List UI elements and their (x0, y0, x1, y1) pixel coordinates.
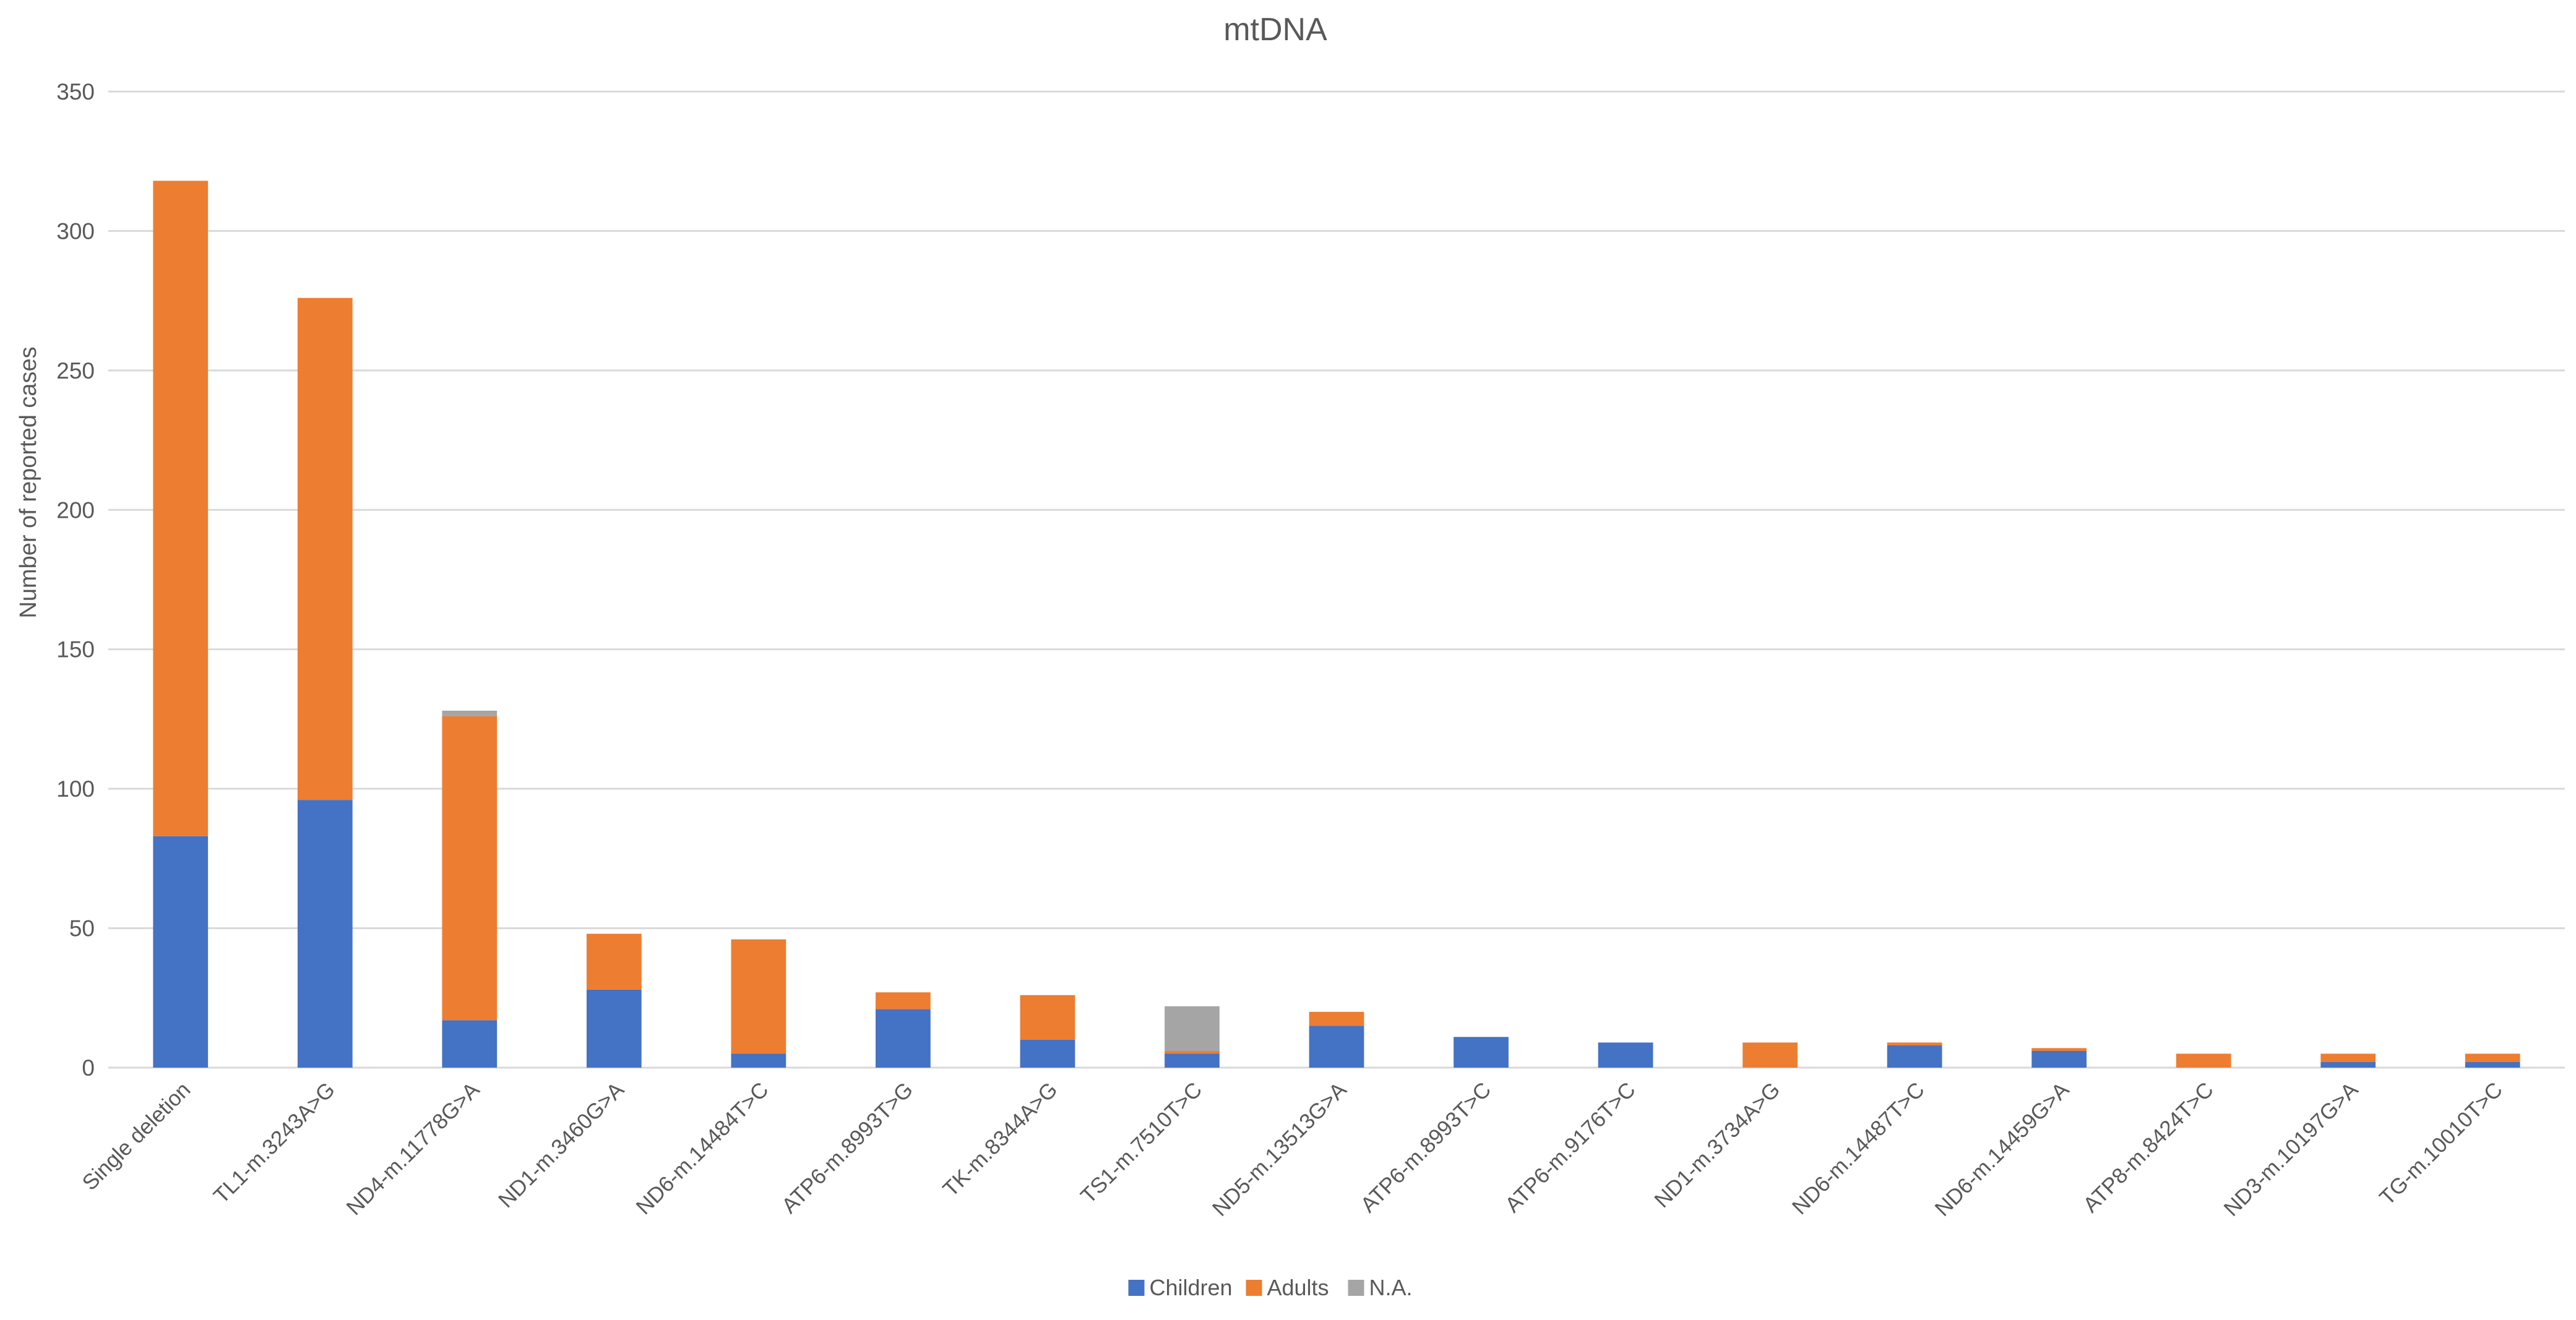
bar-children-9 (1454, 1037, 1509, 1068)
y-tick-label: 0 (82, 1055, 95, 1081)
y-tick-label: 150 (56, 637, 95, 662)
bar-n-a-7 (1165, 1006, 1220, 1051)
x-tick-label: TL1-m.3243A>G (209, 1078, 340, 1208)
bar-adults-13 (2031, 1048, 2087, 1051)
y-axis-ticks: 0 50 100 150 200 250 300 350 (56, 79, 95, 1081)
y-tick-label: 350 (56, 79, 95, 105)
y-axis-title: Number of reported cases (15, 346, 41, 618)
legend-label: Children (1150, 1275, 1233, 1300)
bar-adults-5 (876, 992, 931, 1009)
bar-children-15 (2320, 1061, 2376, 1068)
y-tick-label: 250 (56, 358, 95, 384)
bar-children-2 (442, 1020, 498, 1068)
chart-title: mtDNA (1223, 12, 1327, 48)
bar-children-5 (876, 1009, 931, 1068)
x-tick-label: TS1-m.7510T>C (1076, 1078, 1207, 1208)
y-tick-label: 300 (56, 218, 95, 244)
x-tick-label: Single deletion (77, 1078, 195, 1195)
x-tick-label: ND4-m.11778G>A (342, 1078, 484, 1220)
x-tick-label: ATP6-m.8993T>G (777, 1078, 918, 1218)
bar-children-0 (153, 836, 209, 1068)
bar-adults-1 (297, 298, 353, 800)
x-tick-label: ND1-m.3734A>G (1650, 1078, 1785, 1212)
bar-children-13 (2031, 1050, 2087, 1068)
bar-children-7 (1165, 1053, 1220, 1068)
bar-adults-16 (2465, 1053, 2520, 1062)
bar-n-a-2 (442, 710, 498, 716)
bar-children-12 (1887, 1045, 1942, 1068)
bar-adults-11 (1742, 1042, 1798, 1068)
x-tick-label: ND6-m.14459G>A (1930, 1078, 2074, 1221)
x-tick-label: ND3-m.10197G>A (2220, 1078, 2363, 1221)
bar-children-10 (1598, 1042, 1653, 1068)
bar-adults-3 (586, 933, 642, 990)
x-tick-label: TG-m.10010T>C (2375, 1078, 2507, 1210)
bar-children-3 (586, 989, 642, 1068)
x-tick-label: ND5-m.13513G>A (1208, 1078, 1351, 1221)
bar-adults-0 (153, 181, 209, 836)
bars (153, 181, 2520, 1068)
bar-children-1 (297, 800, 353, 1068)
y-tick-label: 50 (69, 916, 95, 941)
x-tick-label: ATP6-m.8993T>C (1356, 1078, 1496, 1217)
bar-adults-2 (442, 716, 498, 1021)
legend-label: Adults (1267, 1275, 1329, 1300)
y-tick-label: 100 (56, 776, 95, 802)
x-tick-label: ATP6-m.9176T>C (1501, 1078, 1640, 1217)
legend-swatch (1246, 1280, 1262, 1296)
x-tick-label: ATP8-m.8424T>C (2078, 1078, 2218, 1217)
bar-adults-6 (1020, 995, 1075, 1040)
bar-adults-15 (2320, 1053, 2376, 1062)
bar-adults-7 (1165, 1050, 1220, 1054)
y-tick-label: 200 (56, 497, 95, 523)
x-axis-ticks: Single deletion TL1-m.3243A>G ND4-m.11778G… (77, 1078, 2507, 1221)
legend-label: N.A. (1369, 1275, 1413, 1300)
bar-children-4 (731, 1053, 786, 1068)
bar-children-8 (1309, 1026, 1364, 1068)
x-tick-label: ND6-m.14484T>C (631, 1078, 773, 1219)
legend-swatch (1348, 1280, 1364, 1296)
bar-adults-8 (1309, 1011, 1364, 1026)
legend: Children Adults N.A. (1128, 1275, 1413, 1300)
bar-adults-12 (1887, 1042, 1942, 1045)
x-tick-label: ND1-m.3460G>A (494, 1078, 629, 1213)
gridlines (108, 90, 2565, 1069)
x-tick-label: ND6-m.14487T>C (1788, 1078, 1929, 1219)
bar-adults-4 (731, 939, 786, 1054)
bar-children-16 (2465, 1061, 2520, 1068)
x-tick-label: TK-m.8344A>G (938, 1078, 1062, 1201)
legend-swatch (1128, 1280, 1145, 1296)
bar-adults-14 (2176, 1053, 2231, 1068)
bar-children-6 (1020, 1039, 1075, 1068)
